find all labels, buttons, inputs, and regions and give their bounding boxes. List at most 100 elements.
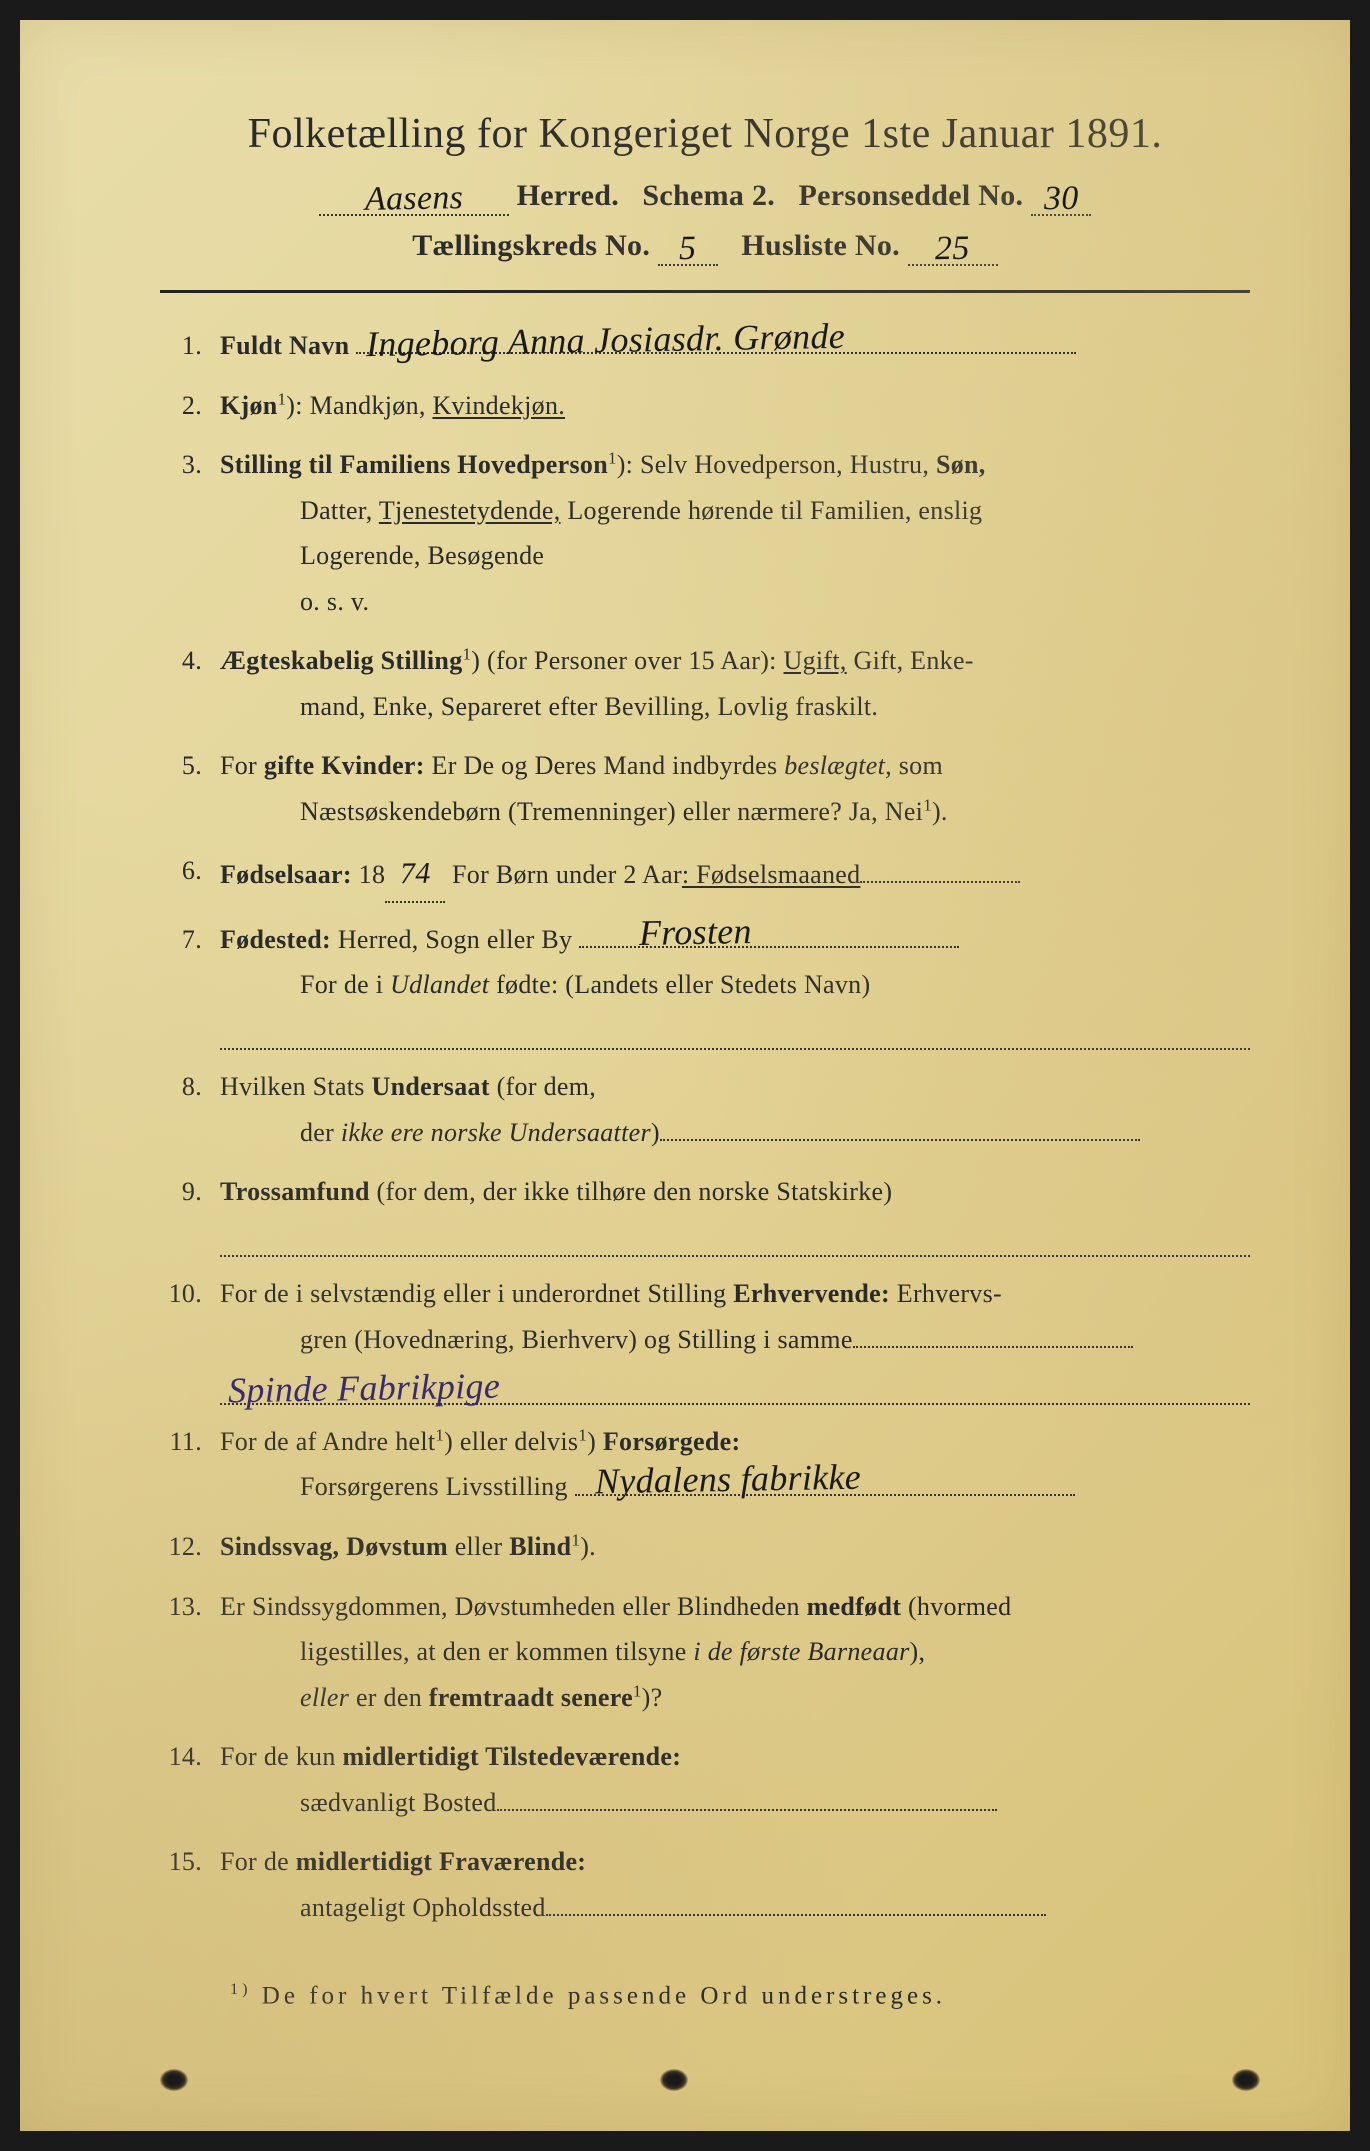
binding-hole-icon (160, 2069, 188, 2091)
footnote-marker: 1 (923, 795, 932, 814)
name-fill: Ingeborg Anna Josiasdr. Grønde (356, 323, 1076, 354)
field-text: eller (448, 1532, 509, 1561)
footnote-marker: 1 (278, 389, 287, 408)
item-body: Trossamfund (for dem, der ikke tilhøre d… (220, 1169, 1250, 1257)
field-text: ) (651, 1118, 660, 1147)
item-10: 10. For de i selvstændig eller i underor… (160, 1271, 1250, 1405)
field-text: Er De og Deres Mand indbyrdes (425, 751, 785, 780)
field-label: medfødt (807, 1592, 902, 1621)
field-label: Fødselsaar: (220, 860, 352, 889)
item-number: 10. (160, 1271, 220, 1405)
field-text-underlined: : Fødselsmaaned (682, 860, 861, 889)
field-text-italic: beslægtet, (784, 751, 892, 780)
field-label: Kjøn (220, 391, 278, 420)
item-8: 8. Hvilken Stats Undersaat (for dem, der… (160, 1064, 1250, 1155)
occupation-value: Spinde Fabrikpige (227, 1354, 500, 1422)
field-text: Hvilken Stats (220, 1072, 372, 1101)
year-value: 74 (399, 848, 431, 901)
field-text: Datter, (300, 496, 379, 525)
foreign-fill (220, 1014, 1250, 1050)
item-body: For de midlertidigt Fraværende: antageli… (220, 1839, 1250, 1930)
field-label: Fuldt Navn (220, 331, 349, 360)
selected-option: Tjenestetydende, (379, 496, 561, 525)
footnote-marker: 1) (230, 1980, 252, 1998)
name-value: Ingeborg Anna Josiasdr. Grønde (366, 305, 846, 376)
year-prefix: 18 (352, 860, 385, 889)
item-body: For gifte Kvinder: Er De og Deres Mand i… (220, 743, 1250, 834)
field-text: : Selv Hovedperson, Hustru, (626, 450, 936, 479)
item-number: 9. (160, 1169, 220, 1257)
field-label: Trossamfund (220, 1177, 370, 1206)
item-body: For de i selvstændig eller i underordnet… (220, 1271, 1250, 1405)
item-12: 12. Sindssvag, Døvstum eller Blind1). (160, 1524, 1250, 1570)
field-text: der (300, 1118, 341, 1147)
residence-fill (497, 1780, 997, 1811)
item-number: 7. (160, 917, 220, 1051)
field-text: Logerende hørende til Familien, enslig (561, 496, 983, 525)
field-text: Gift, Enke- (847, 646, 974, 675)
item-number: 4. (160, 638, 220, 729)
item-11: 11. For de af Andre helt1) eller delvis1… (160, 1419, 1250, 1510)
field-text: o. s. v. (300, 587, 369, 616)
item-number: 12. (160, 1524, 220, 1570)
birthplace-value: Frosten (639, 900, 753, 965)
personseddel-label: Personseddel No. (799, 179, 1024, 212)
item-15: 15. For de midlertidigt Fraværende: anta… (160, 1839, 1250, 1930)
item-14: 14. For de kun midlertidigt Tilstedevære… (160, 1734, 1250, 1825)
month-fill (860, 852, 1020, 883)
footnote-marker: 1 (463, 645, 472, 664)
field-label: Erhvervende: (733, 1279, 890, 1308)
field-text: ? (651, 1683, 663, 1712)
item-number: 5. (160, 743, 220, 834)
field-text: sædvanligt Bosted (300, 1788, 497, 1817)
field-text: For (220, 751, 264, 780)
field-text: Er Sindssygdommen, Døvstumheden eller Bl… (220, 1592, 807, 1621)
herred-field: Aasens (319, 176, 509, 216)
occupation-fill-1 (853, 1317, 1133, 1348)
item-number: 1. (160, 323, 220, 369)
husliste-no-field: 25 (908, 226, 998, 266)
binding-hole-icon (1232, 2069, 1260, 2091)
husliste-label: Husliste No. (741, 229, 900, 262)
field-label: midlertidigt Tilstedeværende: (342, 1742, 681, 1771)
footnote-marker: 1 (608, 449, 617, 468)
field-label: Fødested: (220, 925, 331, 954)
field-text-italic: ikke ere norske Undersaatter (341, 1118, 651, 1147)
item-body: Fødselsaar: 18 74 For Børn under 2 Aar: F… (220, 848, 1250, 903)
item-body: Stilling til Familiens Hovedperson1): Se… (220, 442, 1250, 624)
item-number: 15. (160, 1839, 220, 1930)
item-body: Er Sindssygdommen, Døvstumheden eller Bl… (220, 1584, 1250, 1721)
item-number: 3. (160, 442, 220, 624)
field-text: : Mandkjøn, (295, 391, 432, 420)
footnote-marker: 1 (435, 1425, 444, 1444)
item-4: 4. Ægteskabelig Stilling1) (for Personer… (160, 638, 1250, 729)
field-text: fødte: (Landets eller Stedets Navn) (489, 970, 870, 999)
year-field: 74 (385, 848, 445, 903)
item-body: For de kun midlertidigt Tilstedeværende:… (220, 1734, 1250, 1825)
item-5: 5. For gifte Kvinder: Er De og Deres Man… (160, 743, 1250, 834)
item-7: 7. Fødested: Herred, Sogn eller By Frost… (160, 917, 1250, 1051)
herred-label: Herred. (517, 179, 619, 212)
field-text: (for dem, der ikke tilhøre den norske St… (370, 1177, 893, 1206)
item-body: Ægteskabelig Stilling1) (for Personer ov… (220, 638, 1250, 729)
subject-fill (660, 1110, 1140, 1141)
field-text-italic: Udlandet (390, 970, 489, 999)
kreds-no-field: 5 (658, 226, 718, 266)
item-1: 1. Fuldt Navn Ingeborg Anna Josiasdr. Gr… (160, 323, 1250, 369)
field-text: Herred, Sogn eller By (331, 925, 572, 954)
item-body: Sindssvag, Døvstum eller Blind1). (220, 1524, 1250, 1570)
item-body: Fødested: Herred, Sogn eller By Frosten … (220, 917, 1250, 1051)
item-number: 14. (160, 1734, 220, 1825)
whereabouts-fill (546, 1885, 1046, 1916)
item-2: 2. Kjøn1): Mandkjøn, Kvindekjøn. (160, 383, 1250, 429)
item-number: 6. (160, 848, 220, 903)
footnote-marker: 1 (633, 1681, 642, 1700)
footnote-marker: 1 (578, 1425, 587, 1444)
field-text: For Børn under 2 Aar (445, 860, 682, 889)
header-row-2: Tællingskreds No. 5 Husliste No. 25 (160, 226, 1250, 266)
field-text: er den (349, 1683, 429, 1712)
item-number: 13. (160, 1584, 220, 1721)
field-text: Næstsøskendebørn (Tremenninger) eller næ… (300, 797, 923, 826)
item-body: Kjøn1): Mandkjøn, Kvindekjøn. (220, 383, 1250, 429)
footnote: 1) De for hvert Tilfælde passende Ord un… (160, 1980, 1250, 2010)
